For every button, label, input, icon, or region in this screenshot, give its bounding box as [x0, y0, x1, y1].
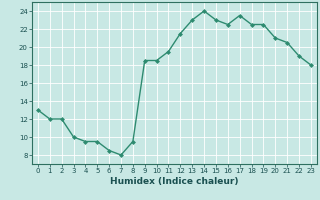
X-axis label: Humidex (Indice chaleur): Humidex (Indice chaleur)	[110, 177, 239, 186]
